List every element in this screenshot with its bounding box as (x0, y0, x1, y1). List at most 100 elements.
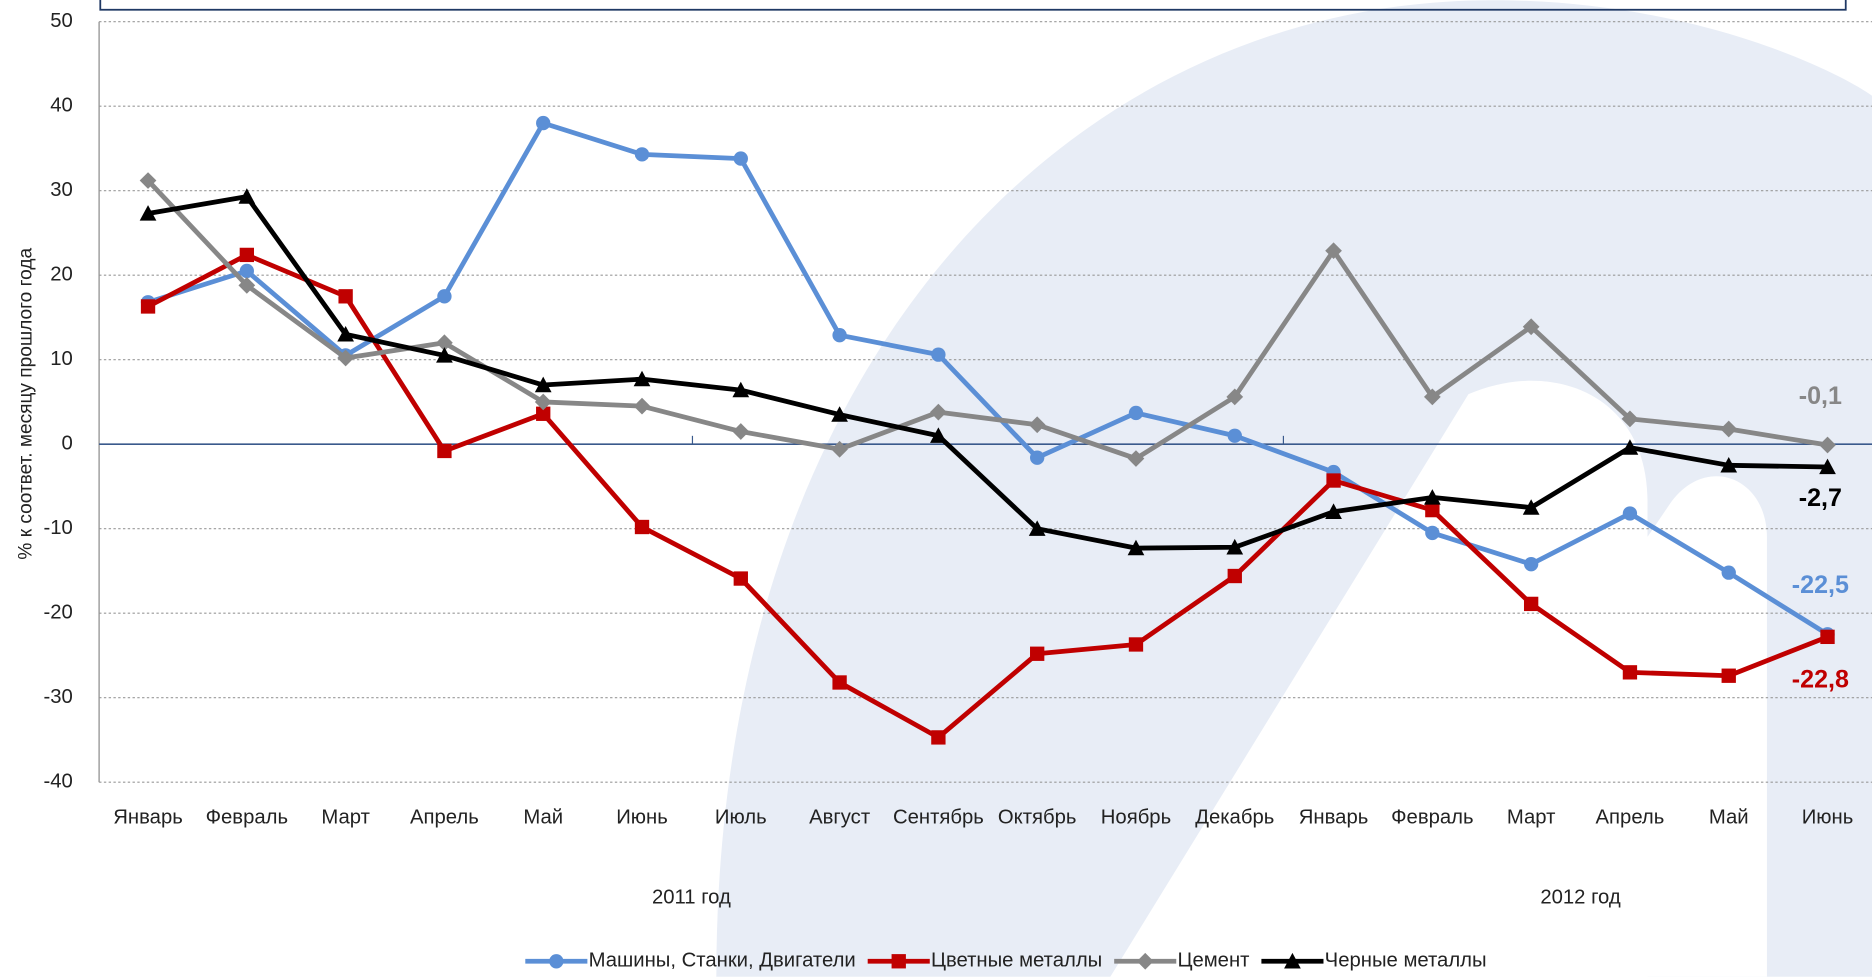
marker (733, 151, 748, 166)
y-tick-label: 0 (62, 433, 73, 455)
data-label: -22,8 (1792, 666, 1849, 694)
data-label: -2,7 (1799, 484, 1842, 512)
marker (139, 205, 157, 221)
x-tick-label: Июнь (1802, 806, 1854, 828)
x-tick-label: Март (321, 806, 370, 828)
marker (832, 328, 847, 343)
marker (1226, 538, 1244, 555)
y-tick-label: 40 (50, 95, 73, 117)
watermark-shape (716, 0, 1872, 977)
marker (337, 325, 354, 342)
marker (1325, 242, 1342, 260)
marker (1622, 506, 1638, 521)
marker (633, 397, 651, 415)
series (139, 172, 1836, 467)
line (146, 178, 1828, 461)
marker (1326, 473, 1341, 488)
y-tick-label: 10 (50, 348, 73, 370)
marker (1819, 436, 1836, 454)
y-tick-label: 30 (50, 179, 73, 201)
marker (1522, 499, 1540, 515)
marker (1621, 439, 1639, 455)
marker (1622, 665, 1638, 680)
y-tick-label: 20 (50, 264, 73, 286)
legend-label: Машины, Станки, Двигатели (589, 950, 856, 972)
marker (1820, 629, 1835, 645)
series (140, 115, 1835, 642)
x-tick-label: Июль (715, 806, 767, 828)
marker (536, 406, 551, 421)
marker (1523, 596, 1539, 612)
marker (1030, 646, 1045, 661)
marker (536, 115, 551, 131)
x-tick-label: Май (1709, 806, 1749, 828)
y-tick-label: -40 (43, 771, 72, 793)
marker (239, 247, 254, 263)
x-tick-label: Декабрь (1195, 806, 1274, 828)
marker (437, 443, 452, 459)
marker (238, 188, 256, 204)
marker (534, 376, 552, 393)
line (146, 252, 1829, 740)
marker (1128, 637, 1144, 652)
marker (832, 675, 847, 690)
marker (1523, 557, 1539, 572)
marker (1028, 520, 1046, 536)
marker (139, 172, 157, 189)
marker (1325, 503, 1342, 519)
group-label: 2011 год (652, 886, 731, 908)
marker (1721, 565, 1736, 580)
marker (1423, 388, 1441, 406)
marker (1227, 568, 1242, 584)
legend-label: Черные металлы (1325, 950, 1487, 972)
marker (437, 289, 452, 304)
x-tick-label: Июнь (616, 806, 668, 828)
marker (633, 370, 651, 387)
x-tick-label: Ноябрь (1101, 806, 1171, 828)
x-tick-label: Апрель (1596, 806, 1665, 828)
group-label: 2012 год (1540, 886, 1621, 908)
marker (140, 299, 156, 314)
marker (1127, 539, 1145, 556)
marker (1030, 450, 1045, 465)
marker (534, 393, 552, 411)
legend-label: Цветные металлы (931, 950, 1102, 972)
marker (549, 954, 564, 969)
x-tick-label: Январь (1299, 806, 1369, 828)
x-tick-label: Февраль (206, 806, 288, 828)
marker (1423, 489, 1441, 505)
watermark (716, 0, 1872, 977)
marker (930, 403, 947, 421)
marker (1425, 525, 1440, 541)
y-tick-label: 50 (50, 10, 73, 32)
x-tick-label: Сентябрь (893, 806, 984, 828)
legend: Машины, Станки, Двигатели Цветные металлы… (525, 950, 1487, 972)
data-label: -22,5 (1792, 571, 1849, 599)
marker (436, 347, 453, 363)
marker (931, 730, 946, 745)
marker (1127, 450, 1145, 467)
marker (1284, 952, 1301, 969)
marker (1819, 458, 1836, 475)
x-tick-label: Февраль (1391, 806, 1473, 828)
marker (732, 423, 750, 440)
marker (831, 406, 848, 422)
marker (732, 381, 750, 398)
marker (634, 147, 650, 162)
y-tick-label: -10 (43, 517, 72, 539)
marker (891, 954, 906, 969)
marker (337, 349, 354, 367)
series (139, 188, 1836, 556)
marker (634, 519, 650, 535)
x-tick-label: Май (523, 806, 563, 828)
marker (1136, 952, 1154, 970)
series (140, 247, 1835, 745)
line (147, 194, 1828, 551)
marker (1226, 388, 1244, 406)
marker (931, 347, 946, 362)
y-tick-label: -30 (43, 686, 72, 708)
frame-top (99, 0, 1847, 11)
y-tick-label: -20 (43, 602, 72, 624)
x-tick-label: Октябрь (998, 806, 1077, 828)
